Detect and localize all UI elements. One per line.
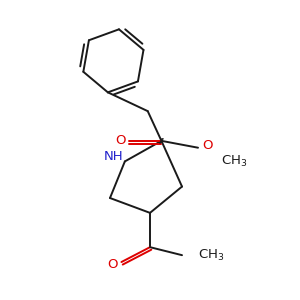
Text: O: O	[107, 258, 118, 271]
Text: NH: NH	[103, 150, 123, 164]
Text: CH$_3$: CH$_3$	[221, 154, 247, 169]
Text: O: O	[115, 134, 125, 147]
Text: O: O	[202, 139, 213, 152]
Text: CH$_3$: CH$_3$	[198, 248, 224, 263]
